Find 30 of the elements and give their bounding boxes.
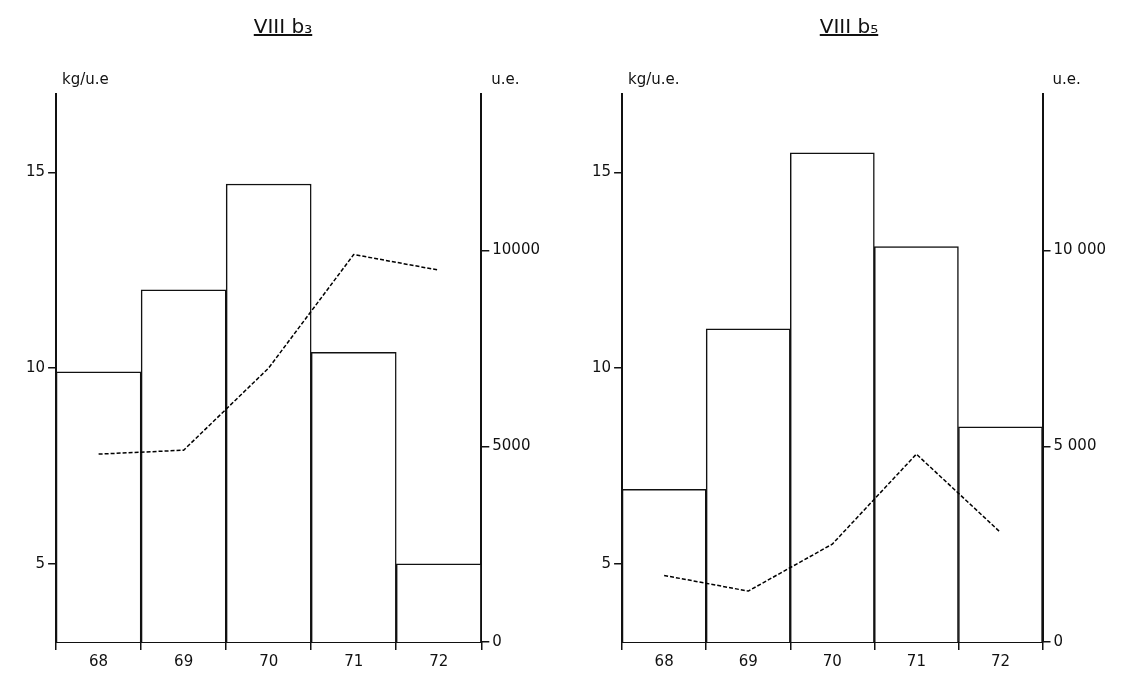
x-tick-label: 72	[990, 651, 1011, 670]
y2-tick-label: 10000	[492, 240, 540, 259]
x-tick-label: 69	[174, 651, 194, 670]
y-tick-label: 15	[591, 162, 612, 181]
y2-axis-title: u.e.	[491, 70, 520, 89]
y2-tick-label: 5000	[492, 436, 531, 455]
x-tick-label: 68	[654, 651, 674, 670]
y-tick-label: 15	[25, 162, 46, 181]
y2-tick-label: 0	[492, 631, 502, 650]
y-tick-label: 10	[25, 357, 46, 376]
line-series	[663, 453, 1002, 592]
y2-axis-title: u.e.	[1052, 70, 1081, 89]
y-axis-title: kg/u.e.	[628, 70, 680, 89]
x-tick-label: 72	[429, 651, 449, 670]
x-tick-label: 71	[906, 651, 926, 670]
y-tick-label: 5	[35, 553, 46, 572]
chart-title: VIII b₅	[819, 14, 879, 38]
x-tick-label: 70	[259, 651, 279, 670]
y-axis-title: kg/u.e	[62, 70, 109, 89]
x-tick-label: 70	[822, 651, 842, 670]
line-series	[97, 253, 440, 455]
x-tick-label: 68	[89, 651, 109, 670]
y2-tick-label: 5 000	[1053, 436, 1097, 455]
y-tick-label: 10	[591, 357, 612, 376]
y-tick-label: 5	[601, 553, 612, 572]
y2-tick-label: 10 000	[1053, 240, 1107, 259]
x-tick-label: 71	[344, 651, 364, 670]
y2-tick-label: 0	[1053, 631, 1064, 650]
x-tick-label: 69	[738, 651, 758, 670]
chart-title: VIII b₃	[253, 14, 313, 38]
